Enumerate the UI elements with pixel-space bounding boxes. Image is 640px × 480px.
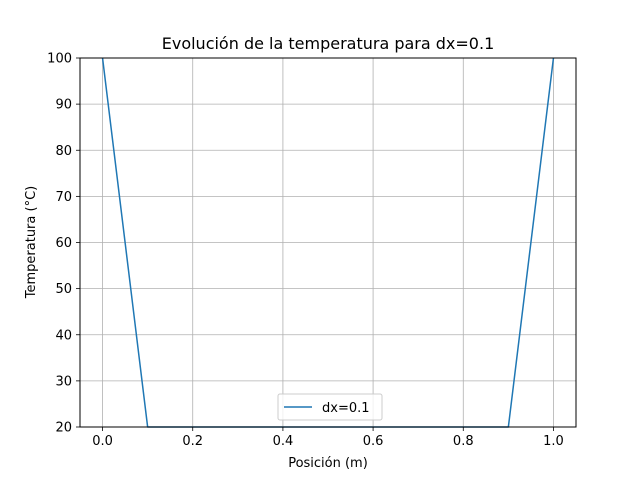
x-tick-label: 0.6 <box>363 434 384 449</box>
x-tick-label: 0.0 <box>92 434 113 449</box>
x-ticks: 0.0 0.2 0.4 0.6 0.8 1.0 <box>92 427 564 449</box>
y-tick-label: 40 <box>55 328 72 343</box>
y-tick-label: 30 <box>55 374 72 389</box>
y-axis-label: Temperatura (°C) <box>24 186 39 299</box>
x-tick-label: 0.8 <box>453 434 474 449</box>
y-tick-label: 100 <box>47 52 72 67</box>
y-tick-label: 60 <box>55 236 72 251</box>
y-ticks: 20 30 40 50 60 70 80 90 100 <box>47 52 80 436</box>
x-tick-label: 0.2 <box>182 434 203 449</box>
x-tick-label: 0.4 <box>273 434 294 449</box>
y-tick-label: 80 <box>55 144 72 159</box>
legend: dx=0.1 <box>277 393 383 421</box>
y-tick-label: 50 <box>55 282 72 297</box>
y-tick-label: 90 <box>55 98 72 113</box>
x-axis-label: Posición (m) <box>288 456 368 471</box>
legend-box <box>277 393 383 421</box>
y-tick-label: 70 <box>55 190 72 205</box>
x-tick-label: 1.0 <box>543 434 564 449</box>
chart-title: Evolución de la temperatura para dx=0.1 <box>162 34 495 53</box>
y-tick-label: 20 <box>55 421 72 436</box>
legend-label: dx=0.1 <box>322 401 370 416</box>
